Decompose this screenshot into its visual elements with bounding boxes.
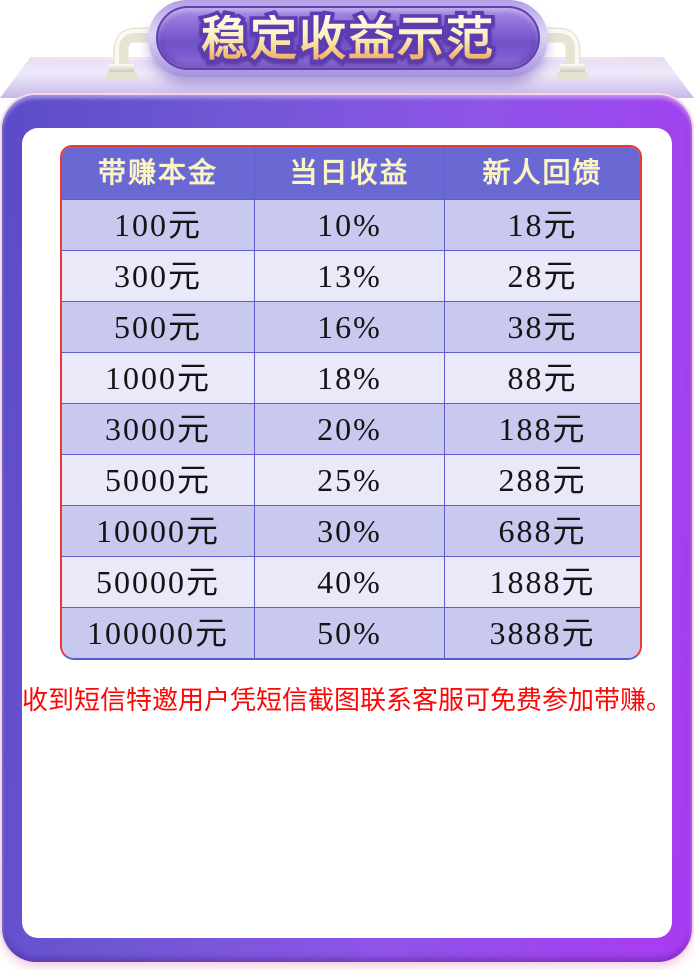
table-cell: 30% [253, 506, 445, 556]
banner-title-outline: 稳定收益示范 [198, 12, 497, 66]
table-row: 3000元 20% 188元 [62, 403, 640, 454]
table-cell: 100元 [62, 200, 254, 250]
table-cell: 50% [253, 608, 445, 658]
banner-title: 稳定收益示范 [201, 12, 495, 65]
table-cell: 188元 [444, 404, 640, 454]
table-cell: 28元 [444, 251, 640, 301]
table-row: 300元 13% 28元 [62, 250, 640, 301]
header-cell-newcomer-bonus: 新人回馈 [444, 147, 640, 199]
table-cell: 38元 [444, 302, 640, 352]
header-cell-principal: 带赚本金 [62, 147, 254, 199]
table-cell: 18元 [444, 200, 640, 250]
table-cell: 20% [253, 404, 445, 454]
table-row: 100元 10% 18元 [62, 199, 640, 250]
table-cell: 3888元 [444, 608, 640, 658]
table-row: 10000元 30% 688元 [62, 505, 640, 556]
table-cell: 3000元 [62, 404, 254, 454]
table-row: 100000元 50% 3888元 [62, 607, 640, 658]
table-row: 5000元 25% 288元 [62, 454, 640, 505]
table-row: 1000元 18% 88元 [62, 352, 640, 403]
table-cell: 88元 [444, 353, 640, 403]
table-cell: 1888元 [444, 557, 640, 607]
table-cell: 18% [253, 353, 445, 403]
table-cell: 300元 [62, 251, 254, 301]
table-cell: 16% [253, 302, 445, 352]
table-cell: 688元 [444, 506, 640, 556]
table-cell: 100000元 [62, 608, 254, 658]
rates-table: 带赚本金 当日收益 新人回馈 100元 10% 18元 300元 13% 28元… [60, 145, 642, 660]
table-cell: 13% [253, 251, 445, 301]
table-cell: 288元 [444, 455, 640, 505]
table-row: 50000元 40% 1888元 [62, 556, 640, 607]
header-cell-daily-yield: 当日收益 [253, 147, 445, 199]
table-row: 500元 16% 38元 [62, 301, 640, 352]
table-cell: 25% [253, 455, 445, 505]
banner-core [156, 6, 540, 70]
promo-banner: 稳定收益示范 稳定收益示范 [148, 0, 548, 77]
table-cell: 1000元 [62, 353, 254, 403]
table-cell: 10000元 [62, 506, 254, 556]
table-cell: 10% [253, 200, 445, 250]
table-cell: 500元 [62, 302, 254, 352]
pipe-left-icon [100, 20, 164, 88]
table-header-row: 带赚本金 当日收益 新人回馈 [62, 147, 640, 199]
table-cell: 50000元 [62, 557, 254, 607]
table-cell: 5000元 [62, 455, 254, 505]
table-cell: 40% [253, 557, 445, 607]
promo-note: 收到短信特邀用户凭短信截图联系客服可免费参加带赚。 [21, 685, 672, 715]
